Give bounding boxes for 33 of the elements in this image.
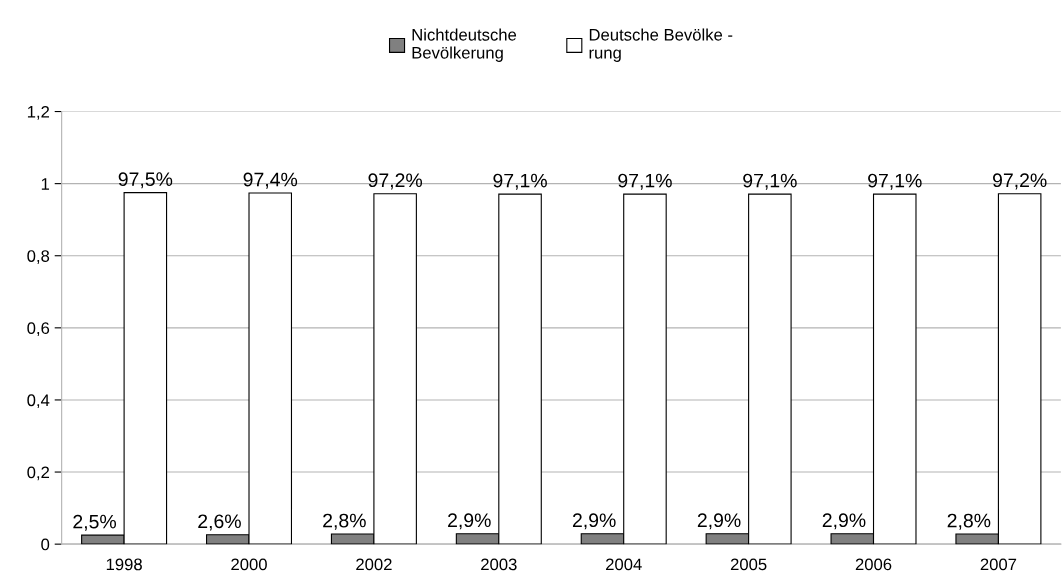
y-tick-label: 0,6 [27, 322, 50, 337]
y-tick-label: 0,4 [27, 394, 50, 409]
x-tick-label: 2000 [231, 558, 267, 571]
y-tick-label: 0,2 [27, 466, 50, 481]
data-label: 2,6% [198, 514, 241, 531]
data-label: 97,1% [743, 173, 797, 190]
x-tick-label: 2006 [855, 558, 892, 571]
data-label: 2,5% [73, 514, 117, 531]
data-label: 97,2% [993, 173, 1047, 190]
y-tick-label: 0,8 [27, 250, 50, 264]
y-tick-label: 1,2 [27, 105, 50, 120]
legend-label: Nichtdeutsche Bevölkerung [412, 28, 517, 62]
legend-label: Deutsche Bevölke - rung [589, 28, 733, 62]
data-label: 97,1% [493, 173, 547, 190]
y-tick-label: 1 [41, 178, 50, 190]
data-label: 2,9% [572, 513, 616, 530]
x-tick-label: 2003 [481, 558, 517, 571]
x-tick-label: 1998 [106, 558, 142, 571]
data-label: 97,5% [118, 172, 173, 189]
data-label: 2,9% [697, 513, 741, 530]
y-tick-label: 0 [41, 538, 50, 551]
data-label: 97,1% [868, 173, 922, 190]
data-label: 2,9% [448, 513, 491, 530]
x-tick-label: 2007 [980, 558, 1017, 571]
data-label: 97,4% [243, 172, 298, 189]
data-label: 97,2% [368, 173, 423, 190]
data-label: 97,1% [618, 173, 672, 190]
x-tick-label: 2002 [356, 558, 392, 571]
x-tick-label: 2004 [606, 558, 642, 571]
data-label: 2,8% [323, 513, 366, 530]
data-label: 2,8% [947, 513, 991, 530]
x-tick-label: 2005 [730, 558, 767, 571]
data-label: 2,9% [822, 513, 866, 530]
